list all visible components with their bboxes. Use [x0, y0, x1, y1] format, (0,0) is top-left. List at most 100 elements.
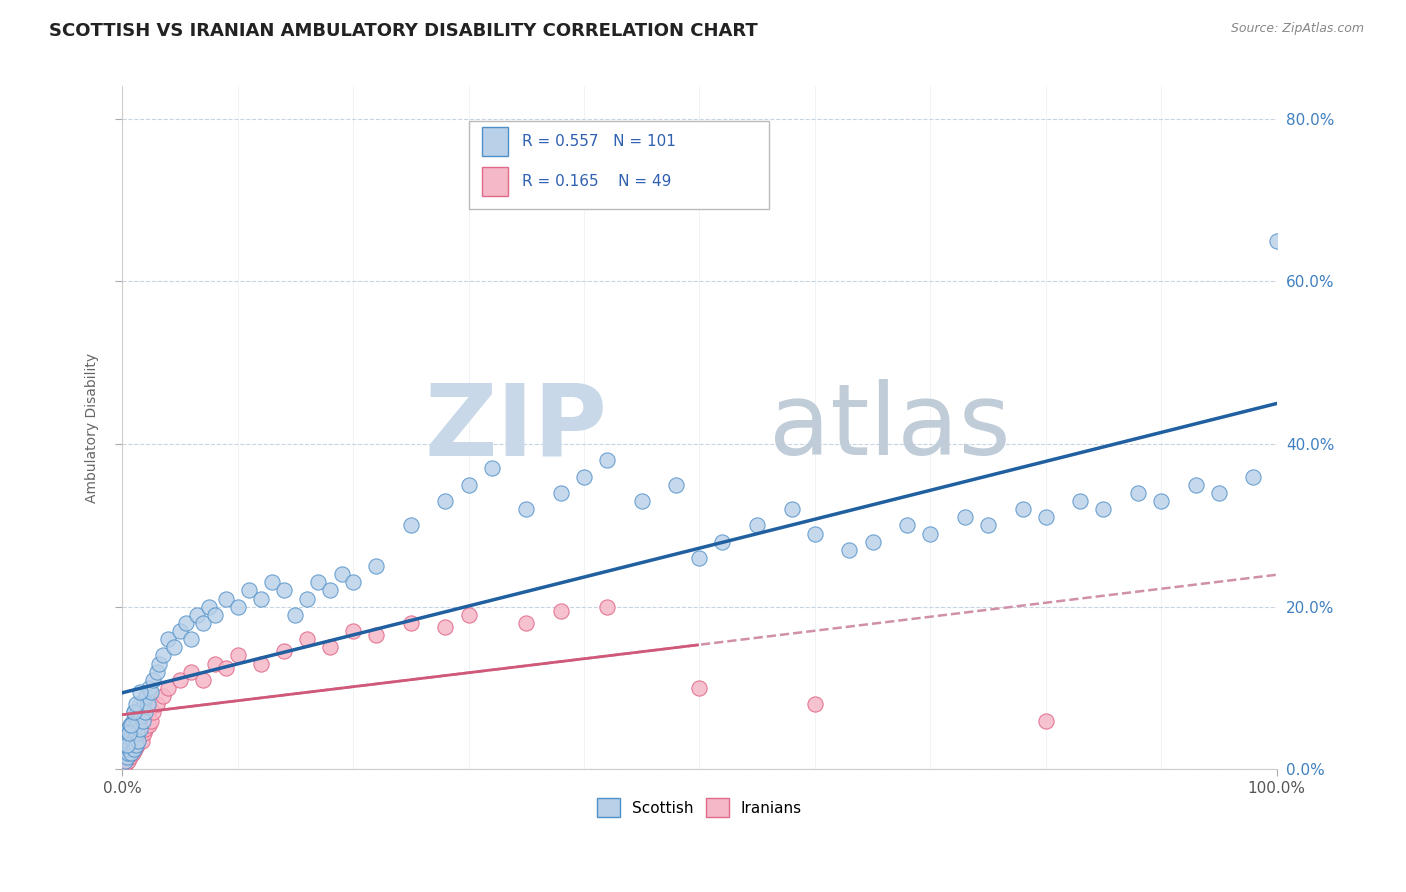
Point — [515, 502, 537, 516]
Point — [128, 698, 150, 712]
Point — [114, 754, 136, 768]
Point — [120, 746, 142, 760]
Point — [896, 518, 918, 533]
Point — [1265, 234, 1288, 248]
Point — [117, 734, 139, 748]
Point — [152, 689, 174, 703]
Text: R = 0.165    N = 49: R = 0.165 N = 49 — [522, 174, 671, 189]
Point — [191, 673, 214, 687]
Point — [745, 518, 768, 533]
Point — [457, 477, 479, 491]
Point — [1092, 502, 1115, 516]
Text: R = 0.557   N = 101: R = 0.557 N = 101 — [522, 134, 675, 149]
Point — [434, 620, 457, 634]
Point — [319, 583, 342, 598]
Point — [630, 494, 652, 508]
Point — [121, 746, 143, 760]
Point — [114, 758, 136, 772]
Legend: Scottish, Iranians: Scottish, Iranians — [591, 792, 808, 823]
Point — [284, 607, 307, 622]
Point — [1069, 494, 1091, 508]
Point — [136, 706, 159, 720]
Point — [136, 698, 159, 712]
Point — [135, 689, 157, 703]
Point — [117, 722, 139, 736]
Point — [226, 599, 249, 614]
Point — [134, 722, 156, 736]
Point — [127, 714, 149, 728]
Point — [273, 644, 295, 658]
Point — [596, 599, 619, 614]
Point — [114, 738, 136, 752]
Point — [128, 685, 150, 699]
Point — [238, 583, 260, 598]
Point — [134, 725, 156, 739]
Point — [434, 494, 457, 508]
Point — [550, 604, 572, 618]
Point — [157, 681, 180, 695]
Point — [124, 742, 146, 756]
Point — [125, 725, 148, 739]
Bar — [482, 128, 508, 156]
Point — [169, 673, 191, 687]
Point — [120, 750, 142, 764]
Point — [121, 734, 143, 748]
Point — [953, 510, 976, 524]
Point — [174, 615, 197, 630]
Point — [295, 632, 318, 647]
Point — [122, 706, 145, 720]
Point — [129, 709, 152, 723]
Point — [148, 657, 170, 671]
Point — [152, 648, 174, 663]
Point — [1184, 477, 1206, 491]
Point — [838, 542, 860, 557]
Point — [457, 607, 479, 622]
Point — [226, 648, 249, 663]
Point — [120, 738, 142, 752]
Point — [127, 738, 149, 752]
Point — [1035, 510, 1057, 524]
Point — [197, 599, 219, 614]
Point — [550, 486, 572, 500]
Point — [366, 559, 388, 574]
Point — [131, 734, 153, 748]
Point — [1243, 469, 1265, 483]
Point — [114, 750, 136, 764]
Point — [142, 673, 165, 687]
Point — [120, 717, 142, 731]
Point — [122, 706, 145, 720]
Point — [1208, 486, 1230, 500]
Point — [399, 615, 422, 630]
Point — [134, 706, 156, 720]
Point — [115, 738, 138, 752]
Point — [688, 550, 710, 565]
Point — [120, 738, 142, 752]
Point — [135, 709, 157, 723]
Point — [572, 469, 595, 483]
Point — [121, 714, 143, 728]
Point — [273, 583, 295, 598]
Point — [114, 746, 136, 760]
Point — [920, 526, 942, 541]
Point — [186, 607, 208, 622]
Point — [127, 725, 149, 739]
Point — [117, 746, 139, 760]
Point — [366, 628, 388, 642]
Point — [131, 701, 153, 715]
Point — [139, 685, 162, 699]
Point — [481, 461, 503, 475]
Point — [124, 730, 146, 744]
Point — [128, 730, 150, 744]
Text: Source: ZipAtlas.com: Source: ZipAtlas.com — [1230, 22, 1364, 36]
Point — [307, 575, 329, 590]
Point — [127, 722, 149, 736]
Point — [780, 502, 803, 516]
Point — [115, 730, 138, 744]
Point — [169, 624, 191, 638]
Bar — [482, 168, 508, 196]
Point — [146, 665, 169, 679]
Point — [115, 750, 138, 764]
Point — [342, 575, 364, 590]
Point — [204, 607, 226, 622]
Point — [134, 693, 156, 707]
